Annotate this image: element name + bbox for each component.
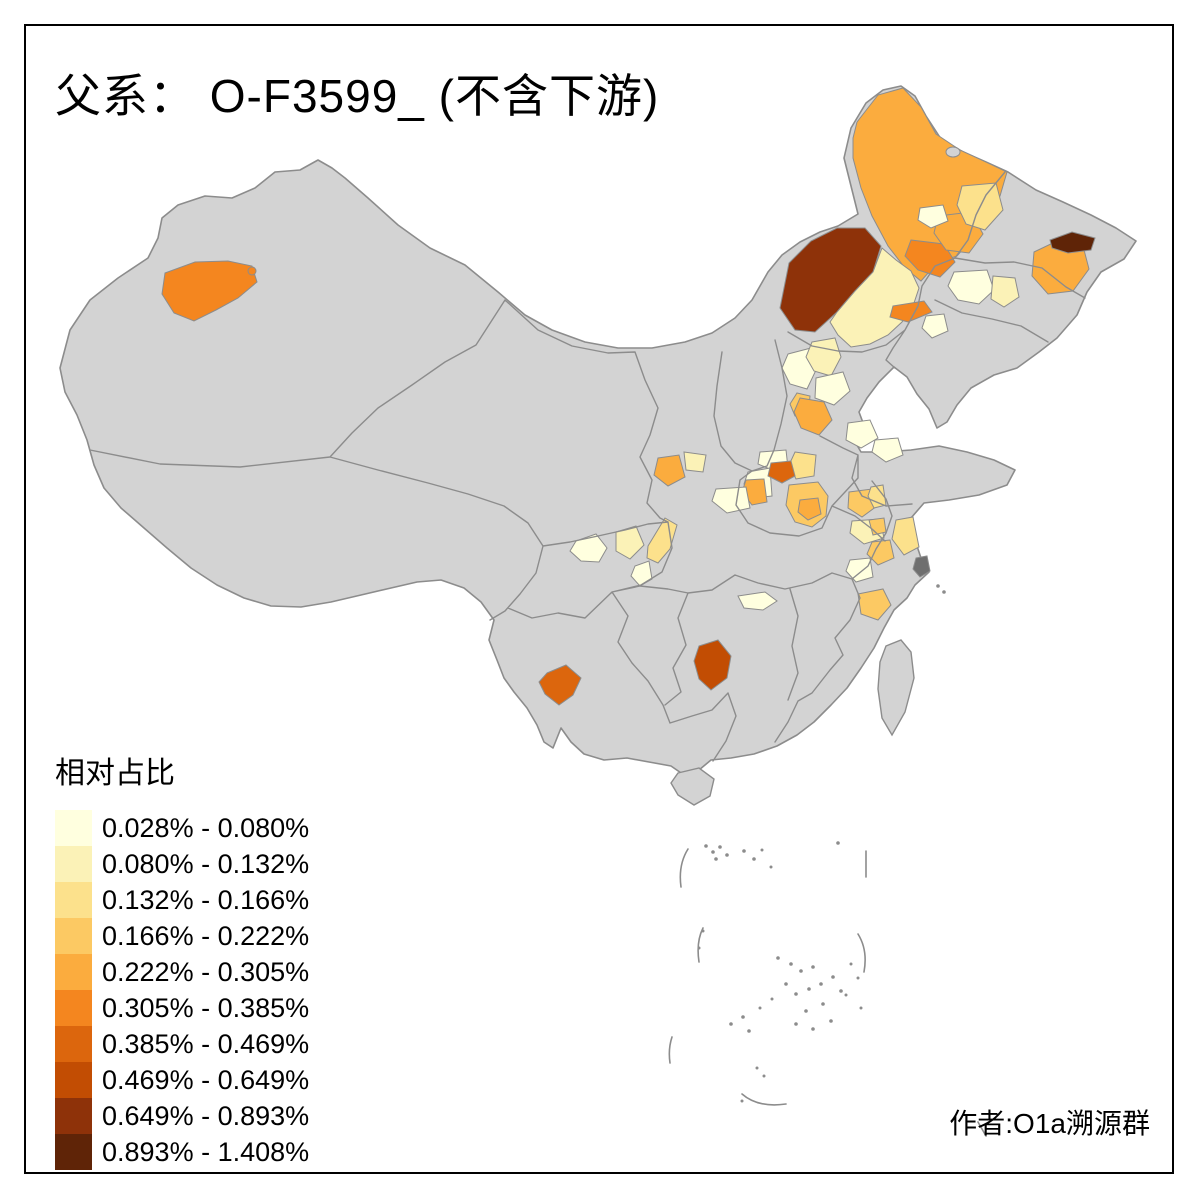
legend-label: 0.469% - 0.649% xyxy=(102,1064,310,1095)
legend-item: 0.222% - 0.305% xyxy=(55,954,309,990)
legend-item: 0.385% - 0.469% xyxy=(55,1026,309,1062)
province-borders xyxy=(89,171,1086,762)
choropleth-region xyxy=(653,454,686,487)
choropleth-region xyxy=(683,451,707,473)
choropleth-region xyxy=(871,437,904,463)
map-title: 父系： O-F3599_ (不含下游) xyxy=(55,70,660,122)
legend-swatch xyxy=(55,882,92,918)
legend-swatch xyxy=(55,1026,92,1062)
choropleth-region xyxy=(814,371,851,406)
sea-boundary-dashes xyxy=(668,848,987,1137)
hainan-island xyxy=(670,767,715,806)
legend-swatch xyxy=(55,810,92,846)
choropleth-region xyxy=(1049,231,1096,254)
legend-item: 0.166% - 0.222% xyxy=(55,918,309,954)
legend-item: 0.132% - 0.166% xyxy=(55,882,309,918)
choropleth-regions xyxy=(161,87,1096,706)
choropleth-region xyxy=(767,460,796,484)
legend-label: 0.222% - 0.305% xyxy=(102,956,310,987)
choropleth-region xyxy=(891,516,920,556)
choropleth-region xyxy=(866,539,895,566)
choropleth-region xyxy=(569,533,608,563)
choropleth-region xyxy=(615,525,645,560)
city-area-marker xyxy=(912,555,931,578)
legend-swatch xyxy=(55,1134,92,1170)
choropleth-region xyxy=(737,591,778,611)
choropleth-region xyxy=(990,275,1020,308)
legend-swatch xyxy=(55,954,92,990)
plot-frame xyxy=(24,24,1174,1174)
legend-label: 0.132% - 0.166% xyxy=(102,884,310,915)
legend-label: 0.385% - 0.469% xyxy=(102,1028,310,1059)
choropleth-region xyxy=(921,313,949,339)
coastal-islet xyxy=(942,590,946,594)
legend-item: 0.305% - 0.385% xyxy=(55,990,309,1026)
choropleth-region xyxy=(845,419,879,449)
choropleth-region xyxy=(917,204,949,229)
choropleth-region xyxy=(693,639,732,691)
choropleth-region xyxy=(538,664,582,706)
legend-label: 0.166% - 0.222% xyxy=(102,920,310,951)
choropleth-region xyxy=(857,588,892,621)
legend-label: 0.028% - 0.080% xyxy=(102,812,310,843)
legend-swatch xyxy=(55,918,92,954)
legend-title: 相对占比 xyxy=(55,757,175,790)
legend-item: 0.080% - 0.132% xyxy=(55,846,309,882)
legend-swatch xyxy=(55,1098,92,1134)
legend-label: 0.305% - 0.385% xyxy=(102,992,310,1023)
legend-item: 0.649% - 0.893% xyxy=(55,1098,309,1134)
legend-label: 0.893% - 1.408% xyxy=(102,1136,310,1167)
choropleth-region xyxy=(711,486,751,514)
legend-rows: 0.028% - 0.080% 0.080% - 0.132% 0.132% - 0… xyxy=(55,810,309,1170)
legend-swatch xyxy=(55,990,92,1026)
taiwan-island xyxy=(877,639,915,737)
choropleth-region xyxy=(161,260,258,322)
choropleth-region xyxy=(247,266,257,276)
attribution: 作者:O1a溯源群 xyxy=(949,1108,1150,1139)
coastal-islet xyxy=(936,584,940,588)
legend-label: 0.649% - 0.893% xyxy=(102,1100,310,1131)
choropleth-region xyxy=(845,557,874,583)
choropleth-region xyxy=(947,269,995,305)
choropleth-region xyxy=(867,484,887,509)
legend-label: 0.080% - 0.132% xyxy=(102,848,310,879)
legend: 相对占比 0.028% - 0.080% 0.080% - 0.132% 0.132… xyxy=(55,748,309,1170)
land-hole xyxy=(945,146,961,158)
choropleth-region xyxy=(793,397,833,436)
sea-islets xyxy=(697,841,863,1103)
choropleth-region xyxy=(779,227,882,333)
legend-item: 0.469% - 0.649% xyxy=(55,1062,309,1098)
legend-item: 0.028% - 0.080% xyxy=(55,810,309,846)
legend-swatch xyxy=(55,1062,92,1098)
legend-item: 0.893% - 1.408% xyxy=(55,1134,309,1170)
legend-swatch xyxy=(55,846,92,882)
choropleth-region xyxy=(797,497,822,521)
